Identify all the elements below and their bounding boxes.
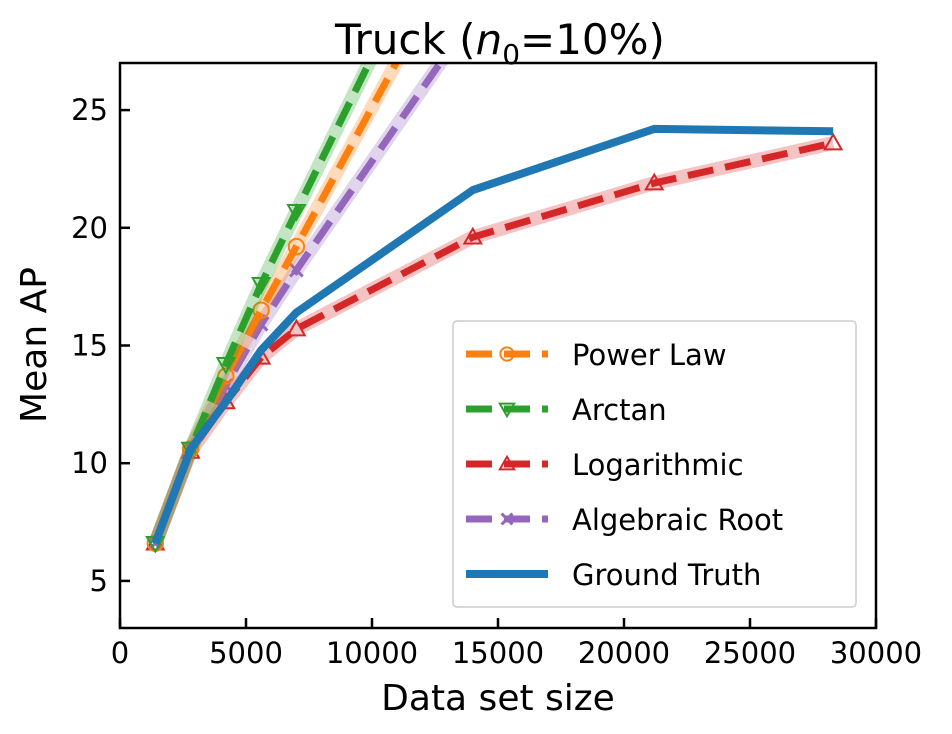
legend-marker (498, 454, 516, 471)
y-tick-label: 15 (71, 329, 108, 363)
legend-entry-arctan: Arctan (466, 393, 667, 427)
y-tick-label: 25 (71, 93, 108, 127)
series-line-logarithmic (152, 139, 834, 545)
legend-entry-ground-truth: Ground Truth (466, 558, 761, 592)
legend: Power Law Arctan Logarithmic Algebraic Root… (452, 320, 857, 608)
series-layer (145, 63, 844, 554)
data-point-power-law (217, 367, 235, 385)
data-point-logarithmic (462, 226, 483, 245)
data-point-algebraic-root (289, 262, 304, 278)
legend-entry-logarithmic: Logarithmic (466, 448, 744, 482)
data-point-arctan (250, 276, 272, 295)
x-tick-label: 0 (111, 636, 129, 670)
y-tick-label: 20 (71, 211, 108, 245)
chart-title: Truck (n0=10%) (334, 15, 665, 71)
x-tick-label: 15000 (452, 636, 544, 670)
data-point-arctan (286, 204, 307, 222)
x-tick-label: 30000 (830, 636, 922, 670)
data-point-logarithmic (286, 318, 307, 337)
x-tick-label: 10000 (326, 636, 418, 670)
series-line-ground-truth (151, 124, 834, 545)
legend-label: Power Law (572, 338, 727, 372)
legend-marker (500, 512, 514, 526)
x-tick-label: 20000 (578, 636, 670, 670)
x-tick-label: 25000 (704, 636, 796, 670)
legend-box (452, 320, 857, 608)
x-axis-label: Data set size (381, 678, 615, 719)
series-band-algebraic-root (148, 63, 449, 546)
y-tick-label: 10 (71, 446, 108, 480)
data-point-logarithmic (644, 172, 665, 191)
legend-label: Algebraic Root (572, 503, 783, 537)
legend-label: Ground Truth (572, 558, 761, 592)
y-tick-label: 5 (90, 564, 108, 598)
y-axis-label: Mean AP (14, 267, 55, 423)
data-point-power-law (287, 237, 306, 256)
legend-marker (498, 402, 516, 419)
legend-entry-algebraic-root: Algebraic Root (466, 503, 783, 537)
data-point-arctan (215, 357, 236, 375)
data-point-logarithmic (823, 132, 844, 151)
y-axis: 5 10 15 20 25 (71, 93, 130, 598)
legend-label: Logarithmic (572, 448, 744, 482)
legend-entry-power-law: Power Law (466, 338, 727, 372)
legend-marker (499, 346, 515, 362)
series-algebraic-root (147, 63, 449, 551)
legend-label: Arctan (572, 393, 667, 427)
x-axis: 0 5000 10000 15000 20000 25000 30000 (111, 618, 922, 670)
series-ground-truth (151, 124, 834, 545)
x-tick-label: 5000 (209, 636, 283, 670)
